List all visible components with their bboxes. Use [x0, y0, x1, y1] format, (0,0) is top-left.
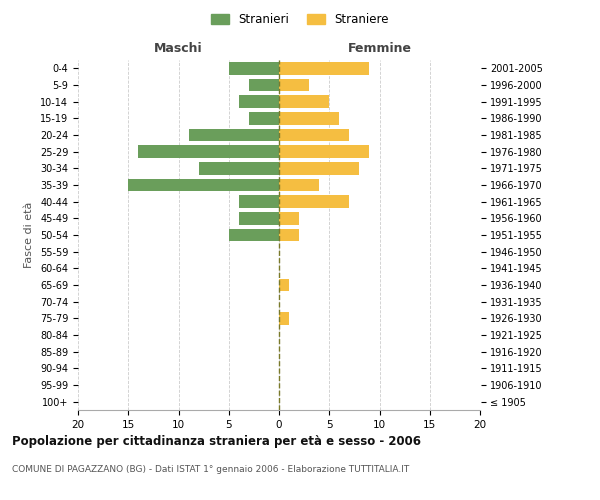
Bar	[279, 79, 309, 92]
Bar	[128, 179, 279, 192]
Legend: Stranieri, Straniere: Stranieri, Straniere	[206, 8, 394, 31]
Bar	[239, 196, 279, 208]
Bar	[279, 279, 289, 291]
Bar	[279, 129, 349, 141]
Bar	[239, 212, 279, 224]
Bar	[229, 62, 279, 74]
Text: Femmine: Femmine	[347, 42, 412, 55]
Bar	[188, 129, 279, 141]
Bar	[279, 62, 370, 74]
Y-axis label: Fasce di età: Fasce di età	[25, 202, 34, 268]
Bar	[279, 196, 349, 208]
Bar	[239, 96, 279, 108]
Bar	[279, 162, 359, 174]
Bar	[249, 79, 279, 92]
Bar	[138, 146, 279, 158]
Bar	[249, 112, 279, 124]
Text: COMUNE DI PAGAZZANO (BG) - Dati ISTAT 1° gennaio 2006 - Elaborazione TUTTITALIA.: COMUNE DI PAGAZZANO (BG) - Dati ISTAT 1°…	[12, 465, 409, 474]
Bar	[199, 162, 279, 174]
Text: Popolazione per cittadinanza straniera per età e sesso - 2006: Popolazione per cittadinanza straniera p…	[12, 435, 421, 448]
Text: Maschi: Maschi	[154, 42, 203, 55]
Bar	[279, 96, 329, 108]
Bar	[279, 112, 340, 124]
Bar	[229, 229, 279, 241]
Bar	[279, 212, 299, 224]
Bar	[279, 229, 299, 241]
Bar	[279, 146, 370, 158]
Bar	[279, 312, 289, 324]
Bar	[279, 179, 319, 192]
